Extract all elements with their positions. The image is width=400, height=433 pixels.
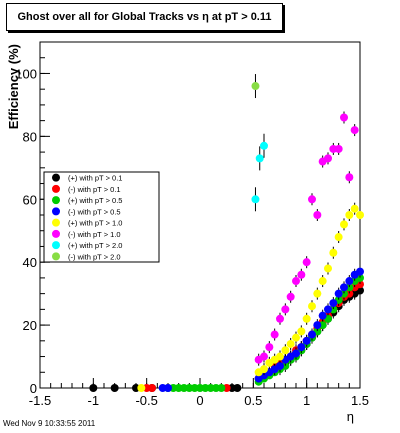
y-tick-label: 20 — [23, 318, 37, 333]
data-point — [302, 336, 311, 345]
data-point — [292, 333, 300, 342]
data-point — [356, 211, 364, 219]
data-point — [308, 330, 316, 339]
data-point — [286, 339, 295, 348]
data-point — [318, 277, 327, 286]
legend-marker — [52, 207, 60, 216]
data-point — [137, 384, 146, 392]
data-point — [265, 343, 274, 352]
data-point — [345, 211, 354, 219]
legend-entry: (-) with pT > 0.5 — [68, 207, 121, 216]
data-point — [340, 283, 348, 292]
legend-entry: (+) with pT > 2.0 — [68, 241, 122, 250]
data-point — [334, 289, 343, 298]
y-tick-label: 60 — [23, 192, 37, 207]
data-point — [255, 154, 264, 163]
chart-title: Ghost over all for Global Tracks vs η at… — [17, 11, 272, 23]
data-point — [292, 349, 300, 358]
data-point — [233, 384, 242, 392]
data-point — [276, 361, 284, 370]
chart-title-box: Ghost over all for Global Tracks vs η at… — [6, 3, 283, 31]
timestamp-footer: Wed Nov 9 10:33:55 2011 — [3, 419, 96, 428]
legend-marker — [52, 229, 60, 238]
data-point — [313, 321, 322, 330]
data-point — [260, 365, 268, 374]
data-points — [89, 74, 364, 392]
data-point — [297, 327, 306, 336]
data-point — [308, 302, 316, 311]
y-axis-label: Efficiency (%) — [6, 44, 21, 129]
y-tick-label: 40 — [23, 255, 37, 270]
data-point — [334, 233, 343, 242]
data-point — [356, 267, 364, 276]
data-point — [324, 154, 332, 163]
x-tick-label: 0 — [196, 393, 203, 408]
legend-marker — [52, 173, 60, 182]
x-tick-label: -0.5 — [135, 393, 157, 408]
data-point — [276, 352, 284, 361]
data-point — [281, 346, 290, 355]
data-point — [350, 126, 359, 135]
legend-box — [43, 171, 160, 263]
data-point — [329, 299, 338, 308]
data-point — [292, 277, 300, 286]
legend-marker — [52, 196, 60, 205]
x-tick-label: -1 — [88, 393, 100, 408]
y-tick-label: 0 — [30, 381, 37, 396]
data-point — [340, 220, 348, 229]
data-point — [313, 289, 322, 298]
x-tick-label: 1 — [303, 393, 310, 408]
y-tick-label: 100 — [15, 66, 37, 81]
data-point — [302, 314, 311, 323]
data-point — [164, 384, 172, 392]
data-point — [329, 248, 338, 257]
data-point — [260, 141, 268, 150]
legend-marker — [52, 241, 60, 250]
legend-marker — [52, 252, 60, 261]
data-point — [318, 311, 327, 320]
data-point — [334, 144, 343, 153]
legend-marker — [52, 218, 60, 227]
data-point — [297, 343, 306, 352]
data-point — [217, 384, 226, 392]
legend-entry: (+) with pT > 0.1 — [68, 174, 122, 183]
axes: -1.5 -1 -0.5 0 0.5 1 1.5 0 20 40 60 80 100 η Efficienc… — [6, 41, 369, 424]
legend-marker — [52, 184, 60, 193]
data-point — [308, 195, 316, 204]
data-point — [251, 195, 260, 204]
data-point — [276, 314, 284, 323]
x-tick-label: -1.5 — [29, 393, 51, 408]
data-point — [340, 113, 348, 122]
data-point — [297, 270, 306, 279]
data-point — [260, 352, 268, 361]
data-point — [345, 277, 354, 286]
data-point — [345, 173, 354, 182]
data-point — [89, 384, 98, 392]
data-point — [324, 264, 332, 273]
data-point — [110, 384, 119, 392]
legend-entry: (-) with pT > 2.0 — [68, 252, 121, 261]
legend-entry: (-) with pT > 1.0 — [68, 230, 121, 239]
data-point — [148, 384, 156, 392]
data-point — [270, 330, 279, 339]
data-point — [251, 82, 260, 91]
data-point — [286, 292, 295, 301]
y-tick-label: 80 — [23, 129, 37, 144]
data-point — [281, 305, 290, 314]
legend-entry: (+) with pT > 0.5 — [68, 196, 122, 205]
legend-entry: (-) with pT > 0.1 — [68, 185, 121, 194]
data-point — [313, 211, 322, 219]
x-tick-label: 0.5 — [244, 393, 262, 408]
x-tick-label: 1.5 — [351, 393, 369, 408]
data-point — [302, 258, 311, 267]
legend: (+) with pT > 0.1 (-) with pT > 0.1 (+) wi… — [43, 171, 160, 263]
data-point — [324, 305, 332, 314]
legend-entry: (+) with pT > 1.0 — [68, 219, 122, 228]
data-point — [350, 204, 359, 213]
x-axis-label: η — [347, 409, 354, 424]
